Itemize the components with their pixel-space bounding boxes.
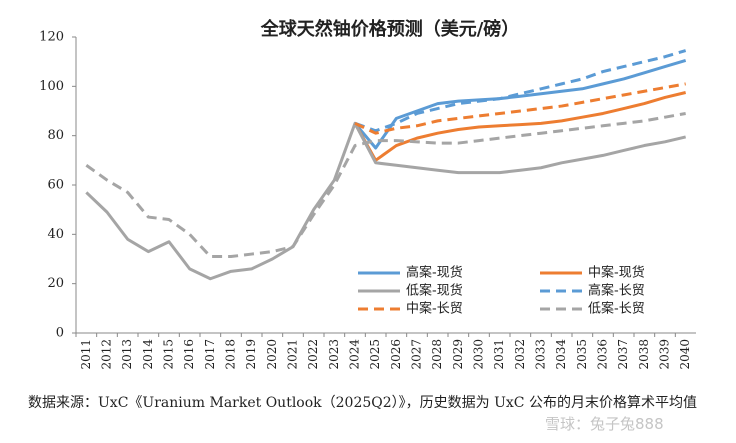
x-tick-label: 2035 [575, 339, 589, 370]
x-tick-label: 2016 [182, 339, 196, 370]
x-tick-label: 2019 [244, 339, 258, 370]
series-line [85, 121, 687, 281]
series-line [85, 111, 686, 259]
series-line [354, 49, 687, 133]
x-tick-label: 2013 [120, 339, 134, 370]
x-tick-label: 2017 [203, 339, 217, 370]
x-tick-label: 2011 [79, 339, 93, 370]
chart-title: 全球天然铀价格预测（美元/磅） [260, 18, 520, 40]
x-tick-label: 2031 [492, 339, 506, 370]
y-tick-label: 120 [39, 30, 64, 45]
x-tick-label: 2027 [410, 339, 424, 370]
source-note: 数据来源：UxC《Uranium Market Outlook（2025Q2）》… [28, 395, 697, 411]
x-tick-label: 2034 [554, 339, 568, 370]
x-tick-label: 2024 [348, 339, 362, 370]
x-tick-label: 2022 [306, 339, 320, 370]
legend-label: 高案-现货 [406, 265, 463, 281]
y-tick-label: 20 [47, 276, 64, 291]
legend-label: 中案-现货 [588, 265, 645, 281]
y-tick-label: 0 [56, 326, 64, 341]
x-tick-label: 2029 [451, 339, 465, 370]
series-line [353, 58, 687, 150]
x-tick-label: 2039 [658, 339, 672, 370]
x-tick-label: 2037 [616, 339, 630, 370]
x-tick-label: 2021 [286, 339, 300, 370]
y-tick-label: 40 [47, 227, 64, 242]
legend-label: 中案-长贸 [406, 302, 463, 317]
y-tick-label: 60 [47, 178, 64, 193]
legend-label: 低案-长贸 [588, 302, 645, 317]
x-tick-label: 2014 [141, 339, 155, 370]
x-tick-label: 2033 [534, 339, 548, 370]
x-tick-label: 2040 [678, 339, 692, 370]
x-tick-label: 2018 [224, 339, 238, 370]
x-tick-label: 2038 [637, 339, 651, 370]
legend-label: 低案-现货 [406, 283, 463, 299]
x-tick-label: 2028 [430, 339, 444, 370]
x-tick-label: 2025 [368, 339, 382, 370]
x-tick-label: 2036 [596, 339, 610, 370]
x-tick-label: 2023 [327, 339, 341, 370]
watermark: 雪球：兔子兔888 [545, 415, 664, 433]
x-tick-label: 2020 [265, 339, 279, 370]
x-tick-label: 2030 [472, 339, 486, 370]
y-tick-label: 80 [47, 128, 64, 143]
x-tick-label: 2026 [389, 339, 403, 370]
x-tick-label: 2015 [162, 339, 176, 370]
legend-label: 高案-长贸 [588, 283, 645, 299]
series-line [354, 82, 686, 135]
x-tick-label: 2012 [100, 339, 114, 370]
y-tick-label: 100 [39, 79, 64, 94]
x-tick-label: 2032 [513, 339, 527, 370]
